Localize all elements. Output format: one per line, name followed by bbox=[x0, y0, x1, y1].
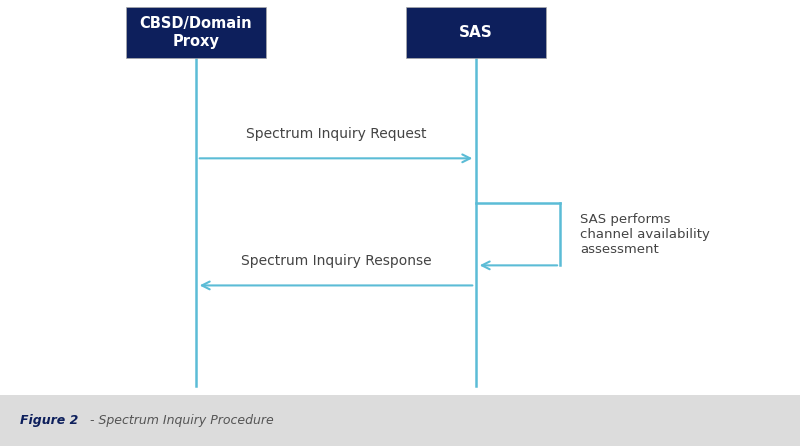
Bar bbox=[0, 395, 800, 446]
Text: - Spectrum Inquiry Procedure: - Spectrum Inquiry Procedure bbox=[86, 414, 274, 427]
Text: CBSD/Domain
Proxy: CBSD/Domain Proxy bbox=[140, 16, 252, 49]
Text: SAS performs
channel availability
assessment: SAS performs channel availability assess… bbox=[580, 213, 710, 256]
Text: Figure 2: Figure 2 bbox=[20, 414, 78, 427]
Text: Spectrum Inquiry Request: Spectrum Inquiry Request bbox=[246, 128, 426, 141]
Text: Spectrum Inquiry Response: Spectrum Inquiry Response bbox=[241, 255, 431, 268]
FancyBboxPatch shape bbox=[406, 7, 546, 58]
Text: SAS: SAS bbox=[459, 25, 493, 40]
FancyBboxPatch shape bbox=[126, 7, 266, 58]
